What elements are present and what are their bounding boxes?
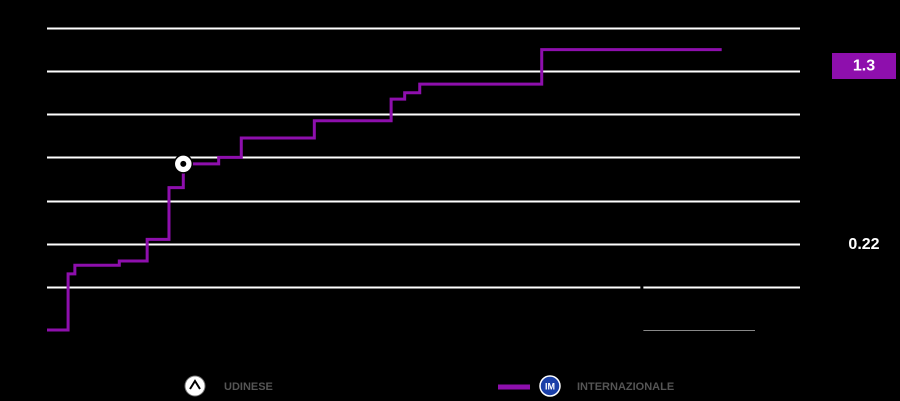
final-label: 1.3	[853, 58, 875, 75]
logo-glyph	[189, 379, 201, 390]
legend-label: UDINESE	[224, 381, 273, 393]
xg-line	[47, 48, 722, 332]
goal-marker	[173, 154, 194, 174]
ball-patch	[180, 160, 187, 167]
final-label: 0.22	[848, 236, 879, 253]
team-logo	[539, 375, 561, 397]
logo-glyph: IM	[545, 381, 555, 391]
legend-label: INTERNAZIONALE	[577, 381, 674, 393]
xg-line	[47, 281, 722, 332]
final-label-box	[832, 53, 896, 79]
team-logo	[184, 375, 206, 397]
legend-udinese: UDINESE	[184, 375, 273, 397]
legend-inter: IM INTERNAZIONALE	[498, 375, 674, 397]
